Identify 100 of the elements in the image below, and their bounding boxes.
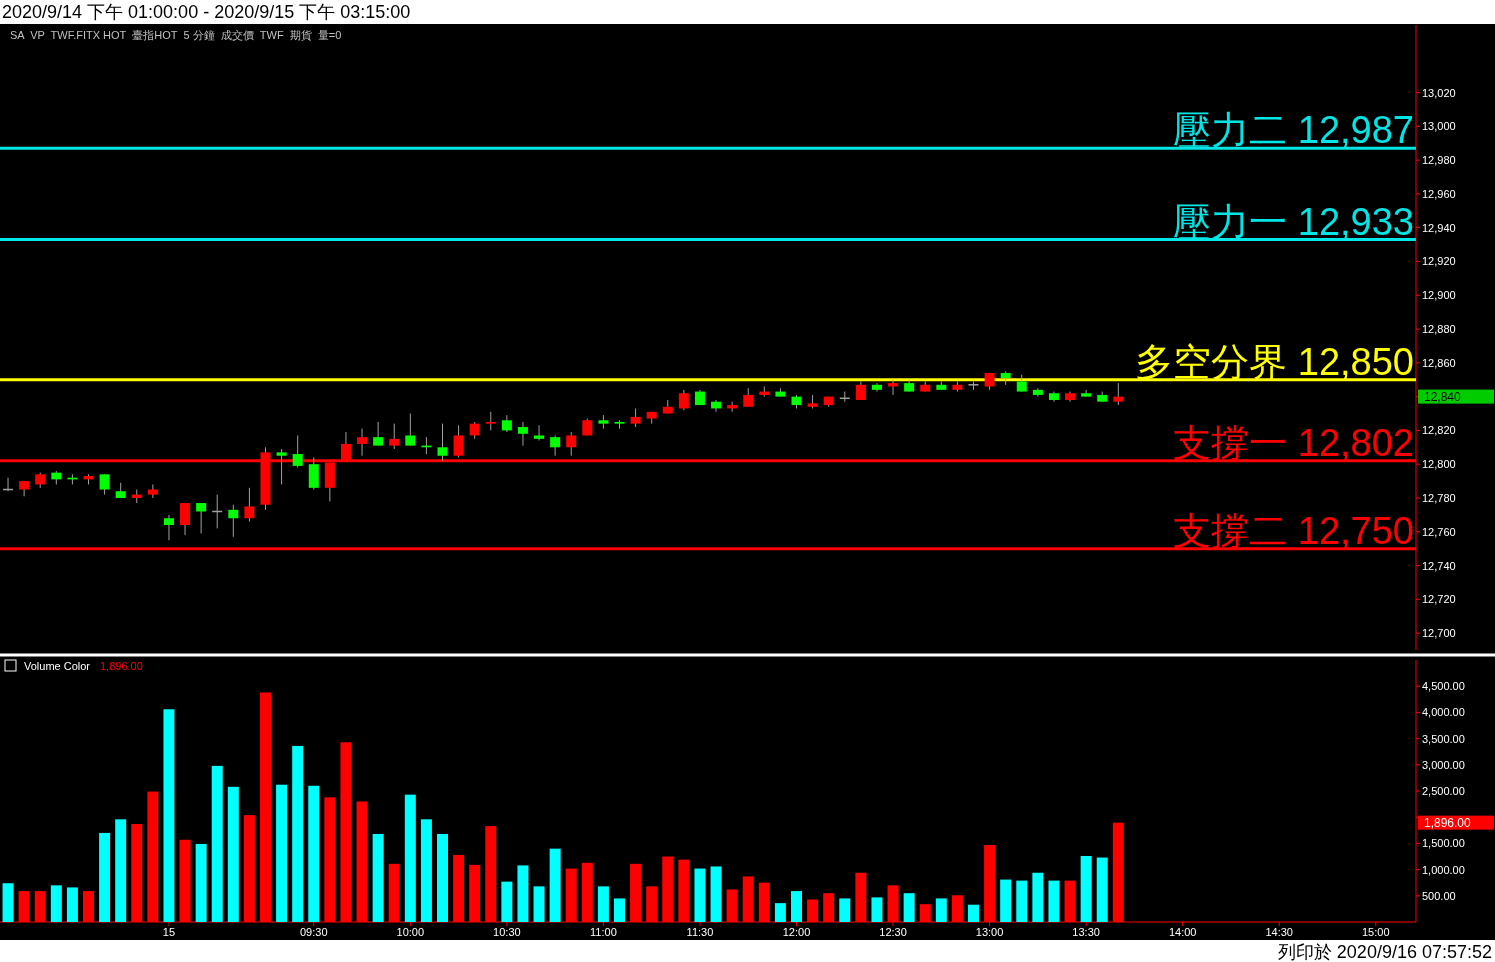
bar	[774, 903, 786, 922]
bar	[1000, 879, 1012, 922]
annotation: 1,896.00	[100, 660, 143, 672]
y-tick-label: 2,500.00	[1422, 785, 1465, 797]
candlestick	[534, 424, 545, 442]
bar	[50, 885, 62, 922]
bar	[517, 865, 529, 922]
bar	[694, 868, 706, 922]
y-tick-label: 12,700	[1422, 627, 1456, 640]
x-tick-label: 09:30	[300, 926, 328, 938]
bar	[211, 765, 223, 922]
y-tick-label: 12,740	[1422, 559, 1456, 572]
candlestick	[244, 487, 255, 523]
x-tick-label: 12:30	[879, 926, 907, 938]
bar	[903, 893, 915, 922]
bar	[227, 786, 239, 922]
y-tick-label: 12,960	[1422, 187, 1456, 200]
bar	[871, 897, 883, 922]
candlestick	[678, 389, 689, 411]
candlestick	[163, 514, 174, 541]
candlestick	[308, 456, 319, 491]
candlestick	[485, 411, 496, 431]
candlestick	[453, 424, 464, 458]
y-tick-label: 13,000	[1422, 120, 1456, 133]
candlestick	[99, 473, 110, 496]
x-tick-label: 13:30	[1072, 926, 1100, 938]
candlestick	[566, 431, 577, 457]
text: 12,840	[1424, 389, 1462, 404]
bar	[968, 904, 979, 922]
bar	[710, 866, 722, 922]
x-tick-label: 11:00	[590, 926, 617, 938]
y-tick-label: 12,880	[1422, 323, 1456, 336]
candlestick	[550, 434, 561, 457]
bar	[1048, 880, 1060, 922]
x-tick-label: 11:30	[686, 926, 714, 938]
bar	[533, 886, 545, 922]
y-tick-label: 1,000.00	[1422, 863, 1465, 876]
x-tick-label: 12:00	[782, 926, 811, 938]
ref-line-label: 支撐一 12,802	[1173, 421, 1414, 464]
bar	[292, 745, 304, 922]
y-tick-label: 13,020	[1422, 86, 1456, 99]
y-tick-label: 500.00	[1422, 889, 1456, 902]
ref-line-label: 壓力二 12,987	[1173, 109, 1414, 152]
y-tick-label: 4,000.00	[1422, 706, 1465, 719]
candlestick	[373, 421, 384, 447]
chart-title: Volume Color	[24, 660, 91, 672]
candlestick	[357, 428, 368, 457]
bar	[501, 881, 513, 922]
y-tick-label: 12,940	[1422, 221, 1456, 234]
bar	[597, 886, 609, 922]
bar	[372, 833, 384, 922]
bar	[195, 843, 207, 922]
bar	[2, 883, 14, 922]
bar	[549, 848, 561, 922]
bar	[839, 898, 851, 922]
bar	[614, 898, 625, 922]
bar	[276, 784, 288, 922]
y-tick-label: 3,500.00	[1422, 732, 1465, 745]
y-tick-label: 12,980	[1422, 154, 1456, 167]
y-tick-label: 12,760	[1422, 525, 1456, 538]
bar	[420, 819, 432, 922]
y-tick-label: 12,820	[1422, 424, 1456, 437]
x-tick-label: 14:30	[1265, 926, 1293, 938]
ref-line-label: 支撐二 12,750	[1173, 509, 1414, 552]
candlestick	[228, 504, 239, 538]
bar	[1080, 855, 1092, 922]
x-tick-label: 10:00	[396, 926, 425, 938]
bar	[115, 819, 127, 922]
bar	[1096, 857, 1108, 922]
candlestick	[405, 413, 416, 447]
y-tick-label: 12,900	[1422, 289, 1456, 302]
y-tick-label: 12,800	[1422, 458, 1456, 471]
bar	[99, 832, 111, 922]
y-tick-label: 1,500.00	[1422, 837, 1465, 850]
bar	[1032, 872, 1044, 922]
bar	[66, 887, 78, 922]
bar	[163, 709, 175, 922]
chart-title: 2020/9/14 下午 01:00:00 - 2020/9/15 下午 03:15:00	[2, 2, 411, 22]
candlestick	[276, 448, 287, 485]
x-tick-label: 10:30	[493, 926, 521, 938]
candlestick	[196, 502, 207, 534]
y-tick-label: 4,500.00	[1422, 680, 1465, 693]
candlestick	[517, 421, 528, 447]
x-tick-label: 15:00	[1362, 926, 1390, 938]
y-tick-label: 12,920	[1422, 255, 1456, 268]
candlestick	[871, 382, 882, 393]
bar	[437, 833, 448, 922]
text: 1,896.00	[1424, 815, 1472, 830]
text: 列印於 2020/9/16 07:57:52	[1277, 942, 1492, 962]
bar	[1016, 880, 1028, 922]
chart-subtitle: SA VP TWF.FITX HOT 臺指HOT 5 分鐘 成交價 TWF 期貨 量=0	[10, 29, 342, 41]
candlestick	[389, 423, 400, 450]
candlestick	[147, 483, 158, 499]
candlestick	[292, 434, 303, 469]
bar	[404, 794, 416, 922]
bar	[308, 785, 320, 922]
y-tick-label: 12,860	[1422, 356, 1456, 369]
bar	[935, 898, 947, 922]
candlestick	[180, 502, 191, 536]
y-tick-label: 12,720	[1422, 593, 1456, 606]
